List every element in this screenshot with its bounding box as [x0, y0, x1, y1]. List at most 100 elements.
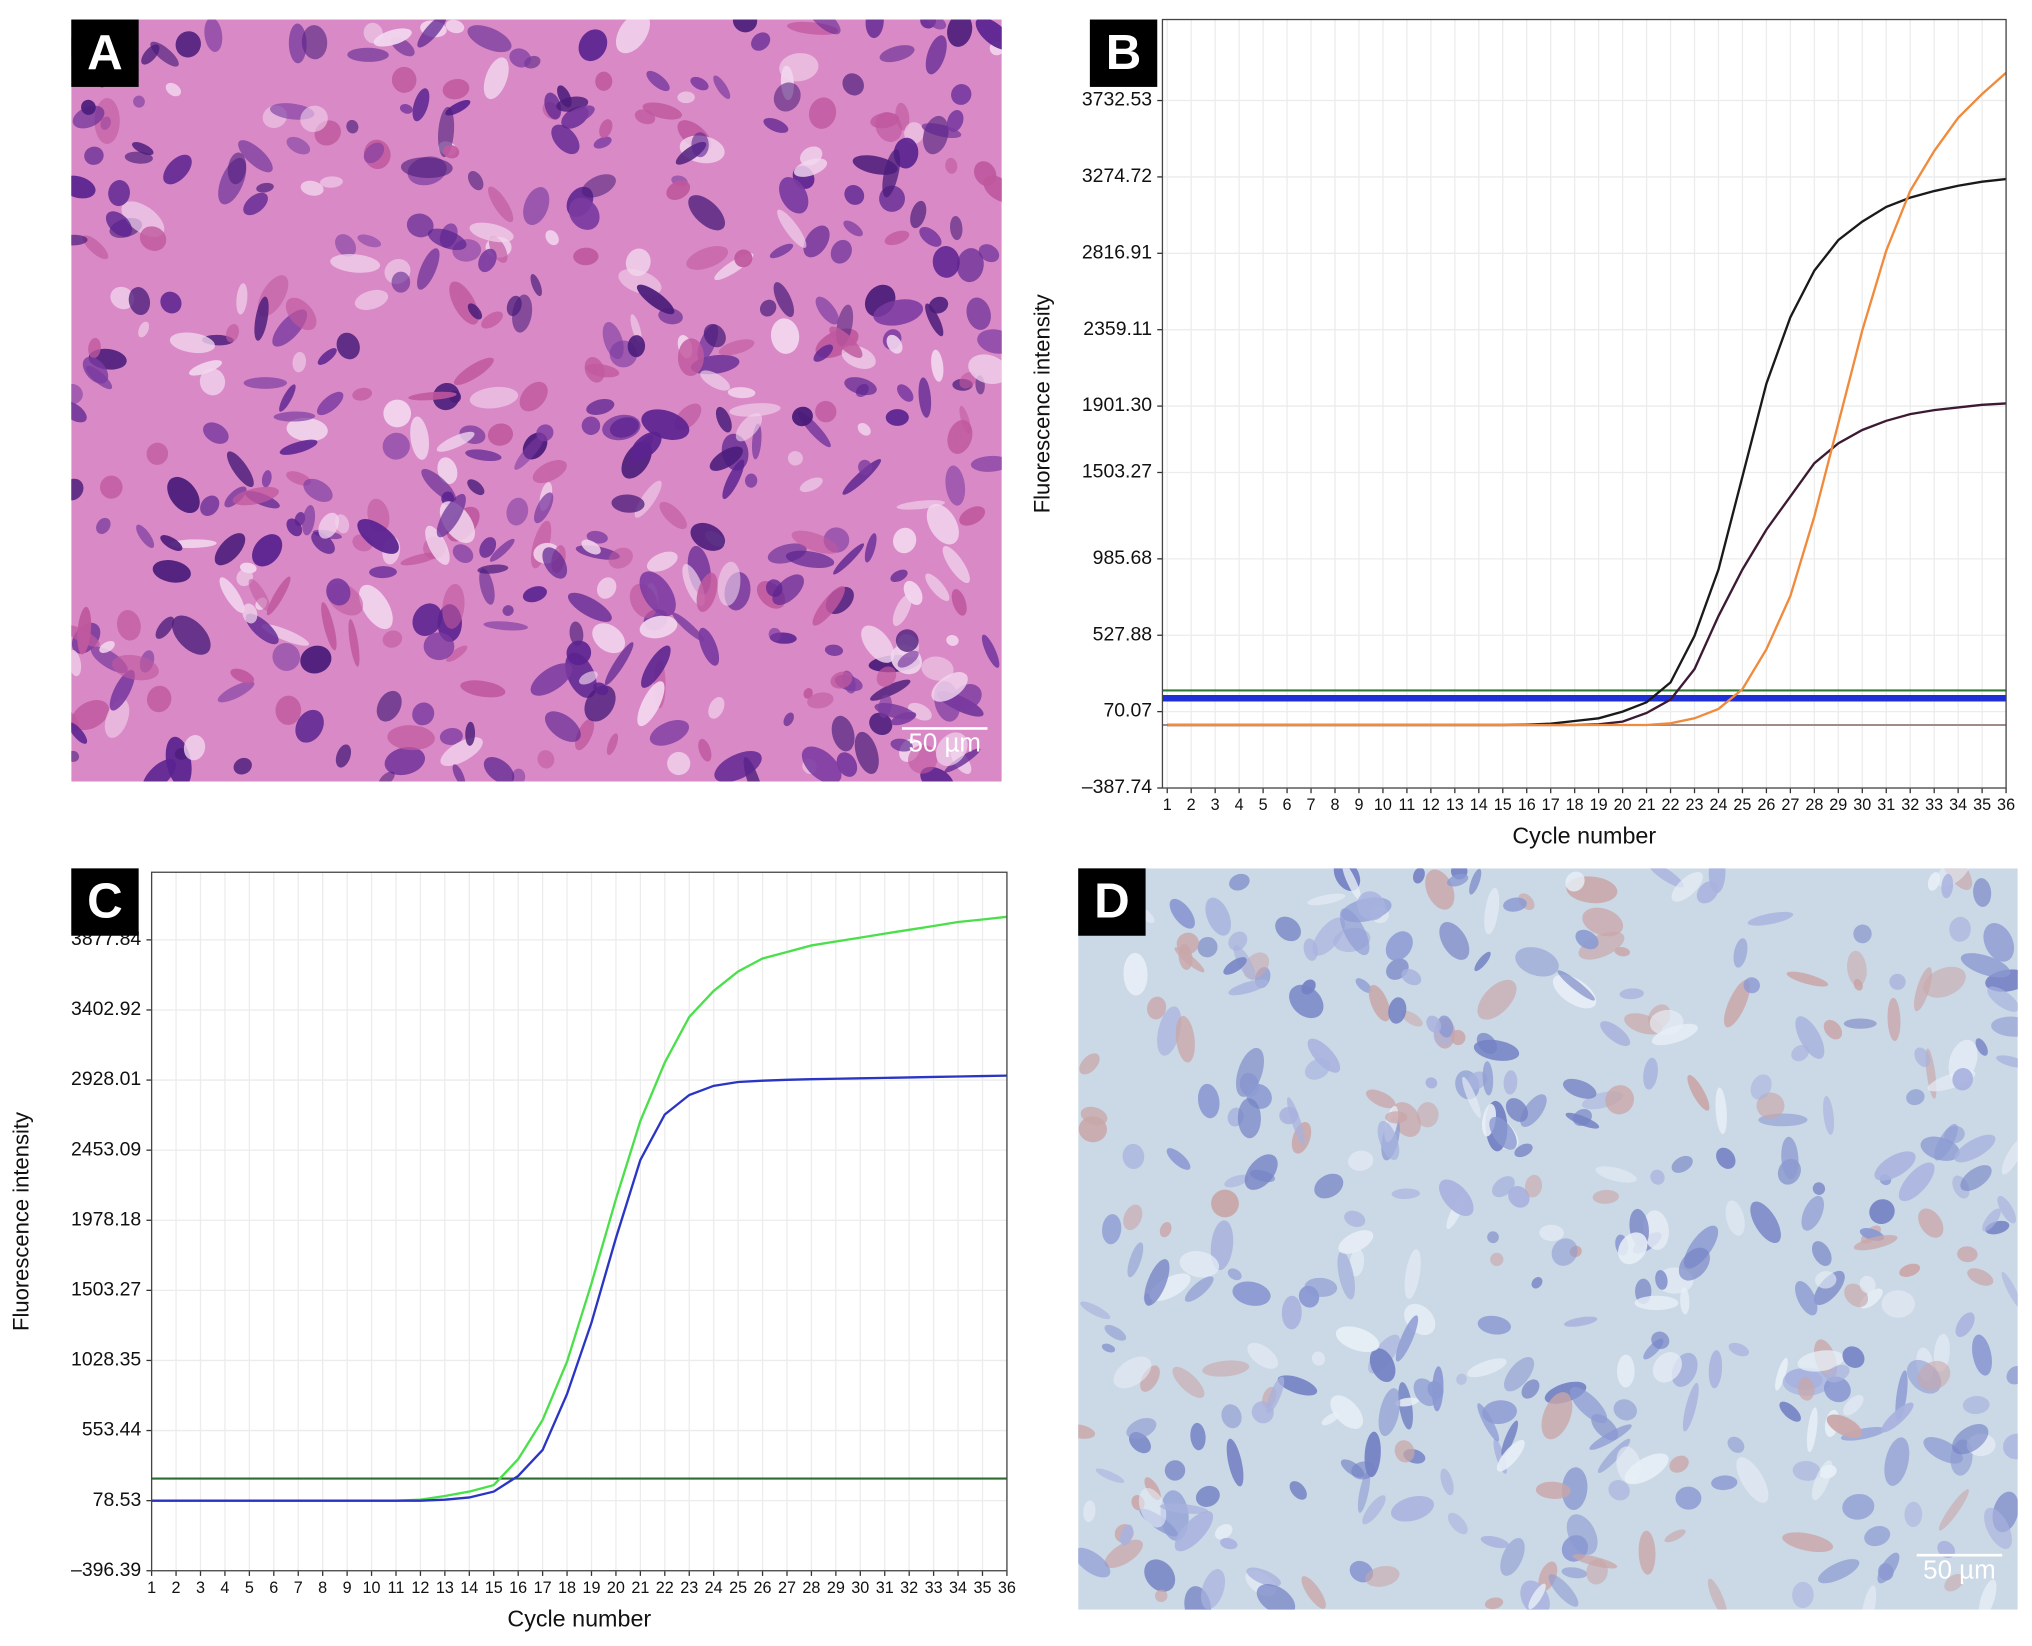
nucleus: [1795, 1016, 1825, 1059]
nucleus: [300, 180, 324, 196]
nucleus: [112, 654, 159, 681]
nucleus: [124, 151, 153, 164]
y-tick-label: 78.53: [93, 1489, 142, 1511]
nucleus: [1078, 1424, 1096, 1439]
nucleus: [369, 566, 397, 579]
nucleus: [357, 519, 399, 554]
nucleus: [1561, 1567, 1588, 1579]
nucleus: [1983, 923, 2015, 962]
nucleus: [596, 577, 617, 599]
nucleus: [1682, 1382, 1699, 1432]
x-axis-label: Cycle number: [1512, 823, 1656, 849]
nucleus: [532, 460, 567, 484]
plot-area: [151, 872, 1007, 1571]
nucleus: [469, 386, 519, 409]
nucleus: [467, 171, 484, 191]
nucleus: [1508, 1186, 1530, 1208]
nucleus: [317, 348, 337, 365]
x-tick-label: 18: [1566, 796, 1584, 814]
nucleus: [167, 476, 200, 514]
nucleus: [334, 514, 350, 534]
nucleus: [844, 377, 877, 396]
scale-bar-label: 50 µm: [1923, 1557, 1996, 1585]
panel-label-box: [1089, 19, 1158, 87]
x-tick-label: 19: [1590, 796, 1608, 814]
nucleus: [751, 32, 771, 51]
nucleus: [1520, 1094, 1547, 1127]
nucleus: [1159, 1221, 1172, 1238]
nucleus: [383, 399, 412, 428]
nucleus: [691, 132, 709, 158]
nucleus: [1944, 1573, 1964, 1592]
nucleus: [861, 625, 895, 663]
nucleus: [876, 666, 897, 687]
nucleus: [578, 29, 608, 62]
nucleus: [1823, 1376, 1851, 1403]
nucleus: [1557, 970, 1595, 1001]
nucleus: [442, 144, 460, 159]
x-tick-label: 33: [1925, 796, 1943, 814]
x-tick-label: 7: [294, 1579, 303, 1597]
nucleus: [983, 175, 1002, 203]
nucleus: [286, 136, 311, 155]
nucleus: [71, 478, 84, 501]
x-tick-label: 17: [1542, 796, 1560, 814]
nucleus: [1395, 1397, 1420, 1407]
nucleus: [502, 605, 514, 616]
nucleus: [452, 544, 474, 564]
nucleus: [1815, 1271, 1837, 1289]
nucleus: [1355, 978, 1372, 993]
x-tick-label: 2: [172, 1579, 181, 1597]
nucleus: [373, 28, 412, 47]
nucleus: [1484, 887, 1500, 935]
nucleus: [1955, 1312, 1975, 1338]
nucleus: [690, 76, 709, 91]
nucleus: [1083, 1500, 1096, 1523]
nucleus: [1256, 1584, 1296, 1610]
nucleus: [1811, 1460, 1833, 1501]
nucleus: [1938, 1489, 1969, 1531]
nucleus: [1304, 1277, 1338, 1297]
nucleus: [272, 642, 301, 671]
nucleus: [406, 213, 434, 238]
nucleus: [1944, 1125, 1965, 1144]
nucleus: [1617, 1354, 1635, 1388]
nucleus: [1781, 1136, 1799, 1180]
nucleus: [629, 434, 654, 466]
x-tick-label: 3: [1211, 796, 1220, 814]
panel-label: A: [87, 25, 123, 80]
nucleus: [768, 627, 781, 642]
x-tick-label: 1: [147, 1579, 156, 1597]
nucleus: [1144, 1259, 1170, 1306]
nucleus: [1357, 1470, 1371, 1513]
nucleus: [175, 31, 201, 58]
nucleus: [427, 228, 467, 251]
nucleus: [1823, 1019, 1843, 1040]
nucleus: [807, 19, 841, 35]
nucleus: [925, 35, 947, 75]
x-tick-label: 27: [778, 1579, 796, 1597]
nucleus: [1975, 1038, 1988, 1056]
nucleus: [1619, 988, 1644, 1000]
nucleus: [1597, 1438, 1631, 1473]
nucleus: [1466, 1358, 1507, 1378]
nucleus: [1467, 1071, 1488, 1090]
nucleus: [1987, 986, 2018, 1012]
nucleus: [1589, 1424, 1632, 1450]
nucleus: [1477, 1403, 1500, 1442]
nucleus: [489, 538, 515, 562]
nucleus: [302, 505, 316, 536]
nucleus: [1221, 1404, 1242, 1429]
nucleus: [870, 679, 911, 701]
nucleus: [1895, 1370, 1908, 1422]
x-tick-label: 6: [269, 1579, 278, 1597]
nucleus: [829, 326, 863, 358]
nucleus: [1575, 929, 1599, 950]
nucleus: [667, 751, 691, 776]
nucleus: [1782, 1532, 1834, 1553]
nucleus: [1368, 984, 1391, 1022]
nucleus: [586, 530, 608, 544]
nucleus: [690, 522, 726, 551]
nucleus: [950, 215, 963, 241]
nucleus: [641, 409, 690, 440]
